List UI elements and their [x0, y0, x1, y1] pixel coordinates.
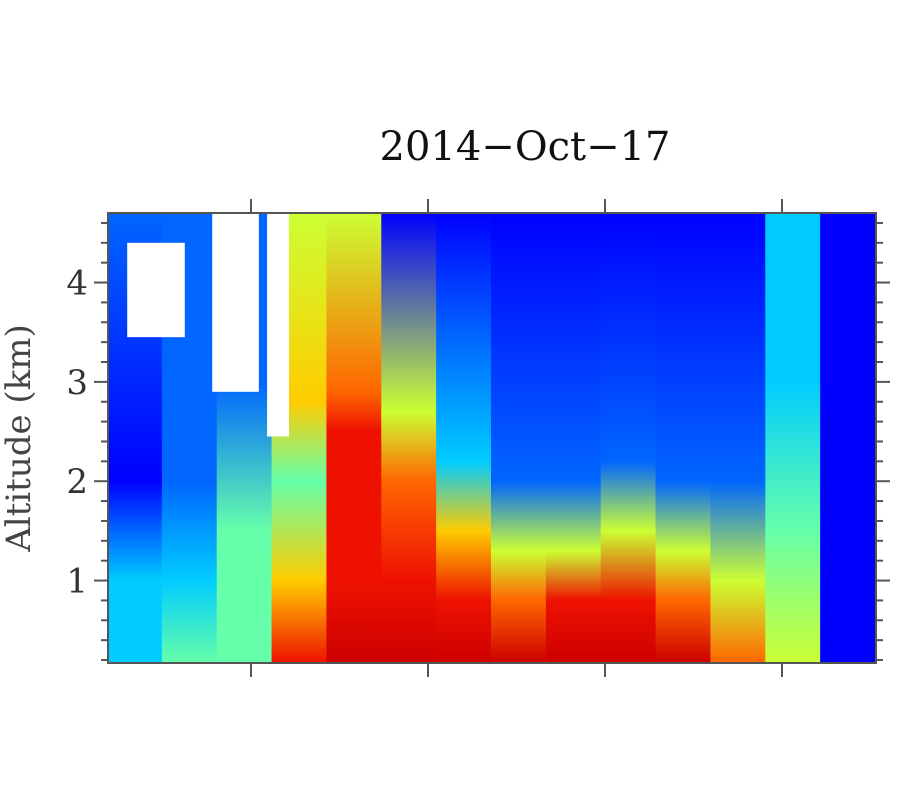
nodata-region: [127, 242, 185, 338]
heatmap-column: [820, 213, 876, 663]
heatmap-column: [491, 213, 548, 663]
heatmap-plot-area: [108, 213, 876, 663]
heatmap-column: [545, 213, 603, 663]
heatmap-column: [765, 213, 823, 663]
y-axis-ticks: 1 2 3 4: [66, 221, 890, 662]
y-tick-label: 3: [66, 363, 88, 403]
heatmap-column: [326, 213, 384, 663]
plot-frame: [107, 212, 877, 664]
heatmap-column: [600, 213, 658, 663]
y-tick-label: 2: [66, 462, 88, 502]
nodata-region: [267, 213, 290, 437]
chart-title: 2014−Oct−17: [380, 124, 671, 170]
nodata-regions: [127, 213, 290, 437]
y-tick-label: 1: [66, 562, 88, 602]
heatmap-column: [710, 213, 768, 663]
heatmap-column: [436, 213, 493, 663]
y-tick-label: 4: [66, 264, 88, 304]
heatmap-column: [381, 213, 439, 663]
heatmap-column: [655, 213, 713, 663]
y-axis-label: Altitude (km): [0, 324, 39, 553]
heatmap-columns: [108, 213, 876, 663]
x-axis-ticks: [250, 199, 783, 677]
nodata-region: [212, 213, 259, 392]
